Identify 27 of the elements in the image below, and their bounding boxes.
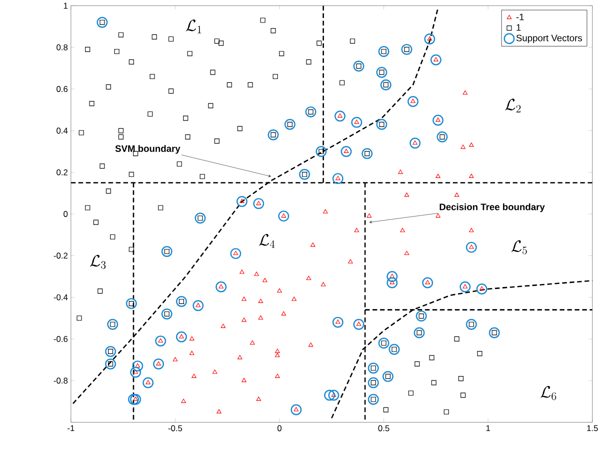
- x-tick-label: -1: [68, 425, 74, 432]
- y-tick-label: -0.8: [54, 378, 68, 384]
- annotation: $\mathcal{L}_{3}$: [90, 254, 106, 269]
- x-tick-label: 0.5: [378, 425, 390, 432]
- y-tick-label: -0.2: [54, 252, 68, 259]
- y-tick-label: 1: [64, 2, 68, 9]
- x-tick-label: 1.5: [587, 425, 598, 432]
- y-tick-label: 0.2: [56, 169, 68, 176]
- y-tick-label: 0.4: [56, 128, 68, 134]
- annotation: $\mathcal{L}_{4}$: [258, 234, 275, 248]
- x-tick-label: -0.5: [168, 425, 182, 432]
- annotation: Decision Tree boundary: [440, 203, 545, 212]
- y-tick-label: -0.6: [54, 336, 68, 342]
- y-tick-label: 0.8: [56, 44, 68, 50]
- legend-label: -1: [516, 14, 524, 20]
- x-tick-label: 0: [277, 425, 282, 432]
- annotation: $\mathcal{L}_{2}$: [505, 98, 521, 112]
- y-tick-label: 0: [64, 211, 68, 218]
- y-tick-label: 0.6: [56, 86, 68, 92]
- annotation: $\mathcal{L}_{1}$: [186, 20, 202, 34]
- annotation: $\mathcal{L}_{6}$: [540, 386, 556, 400]
- annotation: SVM boundary: [115, 145, 180, 154]
- annotation: $\mathcal{L}_{5}$: [511, 240, 527, 254]
- legend-label: Support Vectors: [516, 34, 582, 44]
- y-tick-label: -0.4: [54, 294, 68, 300]
- x-tick-label: 1: [486, 425, 490, 432]
- legend-label: 1: [516, 24, 521, 31]
